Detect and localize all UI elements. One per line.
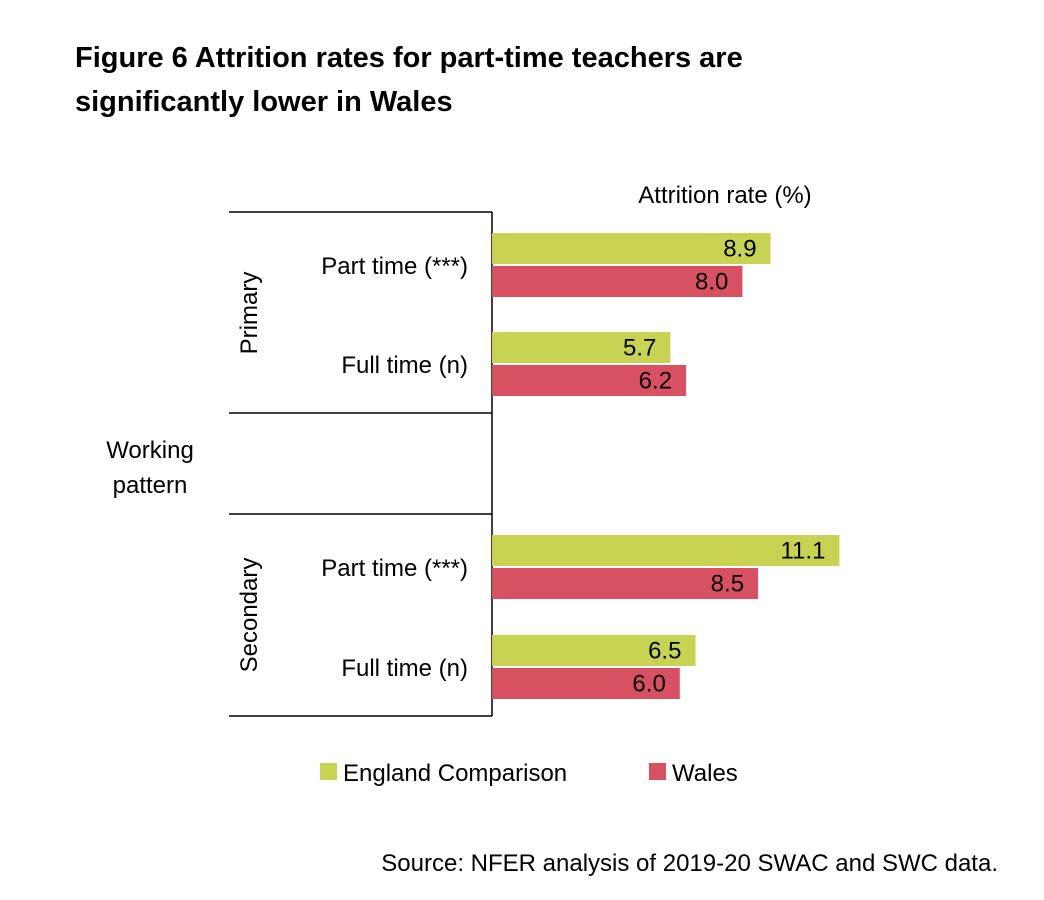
legend-label: Wales — [672, 760, 738, 787]
category-label: Full time (n) — [341, 655, 468, 682]
legend-swatch-england — [320, 763, 337, 780]
wales-bar — [492, 668, 680, 699]
figure-title-line-1: Figure 6 Attrition rates for part-time t… — [75, 42, 743, 74]
england-bar — [492, 635, 696, 666]
figure-title-line-2: significantly lower in Wales — [75, 86, 453, 118]
legend-label: England Comparison — [343, 760, 567, 787]
attrition-bar-chart: Attrition rate (%) Working pattern Primary P… — [106, 182, 840, 787]
england-bar — [492, 332, 671, 363]
legend-swatch-wales — [649, 763, 666, 780]
value-axis-title: Attrition rate (%) — [638, 182, 811, 209]
category-axis-title: Working pattern — [106, 437, 194, 499]
category-label: Full time (n) — [341, 352, 468, 379]
group-label-secondary: Secondary — [236, 558, 263, 673]
figure-title: Figure 6 Attrition rates for part-time t… — [75, 36, 975, 124]
data-label: 8.0 — [695, 269, 728, 296]
wales-bar — [492, 568, 759, 599]
data-label: 8.9 — [723, 236, 756, 263]
wales-bar — [492, 365, 687, 396]
data-label: 11.1 — [780, 538, 825, 565]
england-bar — [492, 535, 840, 566]
england-bar — [492, 233, 771, 264]
wales-bar — [492, 266, 743, 297]
group-label-primary: Primary — [236, 272, 263, 355]
data-label: 6.0 — [632, 671, 665, 698]
data-label: 8.5 — [711, 571, 744, 598]
category-label: Part time (***) — [321, 253, 468, 280]
category-label: Part time (***) — [321, 555, 468, 582]
source-note: Source: NFER analysis of 2019-20 SWAC an… — [381, 850, 998, 877]
data-label: 6.2 — [639, 368, 672, 395]
data-label: 6.5 — [648, 638, 681, 665]
data-label: 5.7 — [623, 335, 656, 362]
